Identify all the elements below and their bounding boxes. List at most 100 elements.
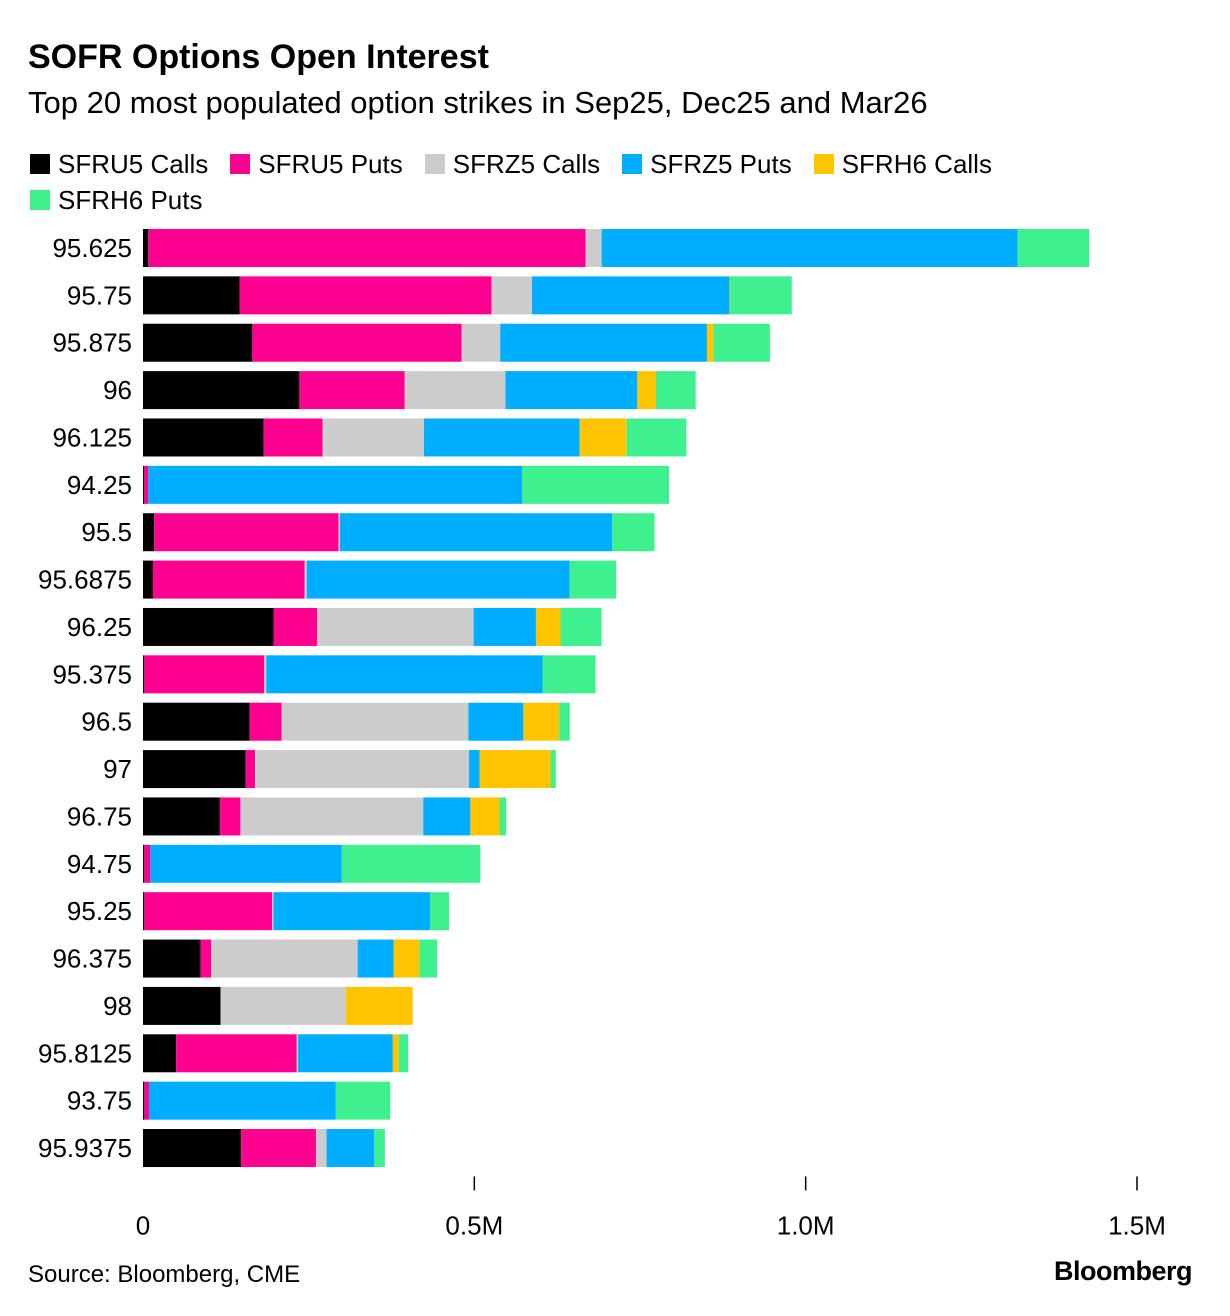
bar-segment <box>143 1129 242 1168</box>
bar-segment <box>144 655 265 694</box>
bar-segment <box>239 276 492 315</box>
bar-segment <box>423 797 471 836</box>
bar-segment <box>1017 229 1090 267</box>
bar-segment <box>357 939 394 978</box>
bloomberg-logo: Bloomberg <box>1053 1256 1193 1286</box>
bar-segment <box>240 797 424 836</box>
x-tick-label: 1.5M <box>1108 1210 1166 1240</box>
bar-segment <box>143 1081 145 1120</box>
bar-segment <box>143 655 145 694</box>
bar-segment <box>254 750 470 789</box>
bar-segment <box>176 1034 297 1073</box>
bar-segment <box>241 1129 316 1168</box>
bar-segment <box>220 986 346 1025</box>
bar-segment <box>322 418 424 457</box>
bar-segment <box>143 607 274 646</box>
bar-segment <box>398 1034 409 1073</box>
bar-segment <box>143 229 149 267</box>
bar-segment <box>249 702 282 741</box>
bar-segment <box>730 276 792 315</box>
bar-segment <box>211 939 358 978</box>
bar-segment <box>143 702 250 741</box>
legend-label: SFRH6 Calls <box>841 148 992 179</box>
x-tick-label: 1.0M <box>777 1210 835 1240</box>
category-label: 98 <box>103 991 132 1021</box>
legend-item: SFRZ5 Puts <box>622 146 792 182</box>
bar-segment <box>143 371 300 410</box>
legend-swatch <box>230 154 251 174</box>
legend-item: SFRH6 Calls <box>813 146 992 182</box>
bar-segment <box>500 323 707 362</box>
bar-segment <box>273 607 318 646</box>
bar-segment <box>585 229 602 267</box>
category-label: 94.25 <box>67 470 132 500</box>
category-label: 95.875 <box>52 328 132 358</box>
legend-swatch <box>813 154 834 174</box>
bar-segment <box>154 513 339 552</box>
bar-segment <box>144 465 149 504</box>
bar-segment <box>326 1129 375 1168</box>
bar-segment <box>273 892 430 931</box>
category-label: 95.6875 <box>38 565 132 595</box>
bar-segment <box>392 1034 399 1073</box>
legend-item: SFRH6 Puts <box>30 182 203 218</box>
bar-segment <box>143 986 221 1025</box>
bar-segment <box>338 513 340 552</box>
bar-segment <box>148 1081 336 1120</box>
x-tick-label: 0.5M <box>445 1210 503 1240</box>
bar-segment <box>144 1081 149 1120</box>
bar-segment <box>281 702 469 741</box>
source-note: Source: Bloomberg, CME <box>28 1261 301 1288</box>
legend-item: SFRZ5 Calls <box>424 146 600 182</box>
category-label: 95.5 <box>81 517 132 547</box>
bar-segment <box>729 276 731 315</box>
bar-segment <box>144 844 151 883</box>
bar-segment <box>264 655 267 694</box>
category-label: 96.5 <box>81 707 132 737</box>
bar-segment <box>150 844 342 883</box>
bar-chart: 95.625 95.75 95.875 96 96.125 94.25 95.5 95.687… <box>38 229 1166 1240</box>
bar-segment <box>499 797 507 836</box>
category-label: 96.25 <box>67 612 132 642</box>
bar-segment <box>272 892 274 931</box>
legend-item: SFRU5 Puts <box>230 146 403 182</box>
bar-segment <box>144 892 273 931</box>
bar-segment <box>317 607 474 646</box>
bar-segment <box>637 371 656 410</box>
bar-segment <box>341 844 481 883</box>
bar-segment <box>569 560 617 599</box>
bar-segment <box>245 750 255 789</box>
bar-segment <box>143 465 145 504</box>
category-label: 96.125 <box>52 422 132 452</box>
legend-label: SFRZ5 Puts <box>650 148 792 179</box>
legend-item: SFRU5 Calls <box>30 146 208 182</box>
category-label: 95.375 <box>52 659 132 689</box>
category-label: 95.8125 <box>38 1038 132 1068</box>
category-label: 95.625 <box>52 233 132 263</box>
category-label: 95.9375 <box>38 1133 132 1163</box>
category-label: 94.75 <box>67 849 132 879</box>
x-tick-label: 0 <box>136 1210 150 1240</box>
bar-segment <box>523 702 560 741</box>
bar-segment <box>505 371 638 410</box>
bar-segment <box>423 418 580 457</box>
bar-segment <box>299 371 405 410</box>
bar-segment <box>560 607 602 646</box>
legend-swatch <box>424 154 445 174</box>
bar-segment <box>219 797 241 836</box>
bar-segment <box>252 323 462 362</box>
bar-segment <box>469 750 480 789</box>
bar-segment <box>713 323 770 362</box>
bar-segment <box>491 276 532 315</box>
bar-segment <box>143 560 153 599</box>
category-label: 96 <box>103 375 132 405</box>
bar-segment <box>579 418 627 457</box>
bar-segment <box>393 939 420 978</box>
chart-subtitle: Top 20 most populated option strikes in … <box>28 85 928 120</box>
bar-segment <box>315 1129 327 1168</box>
bar-segment <box>706 323 714 362</box>
bar-segment <box>143 513 155 552</box>
bar-segment <box>143 797 220 836</box>
bar-segment <box>461 323 501 362</box>
bar-segment <box>535 607 561 646</box>
